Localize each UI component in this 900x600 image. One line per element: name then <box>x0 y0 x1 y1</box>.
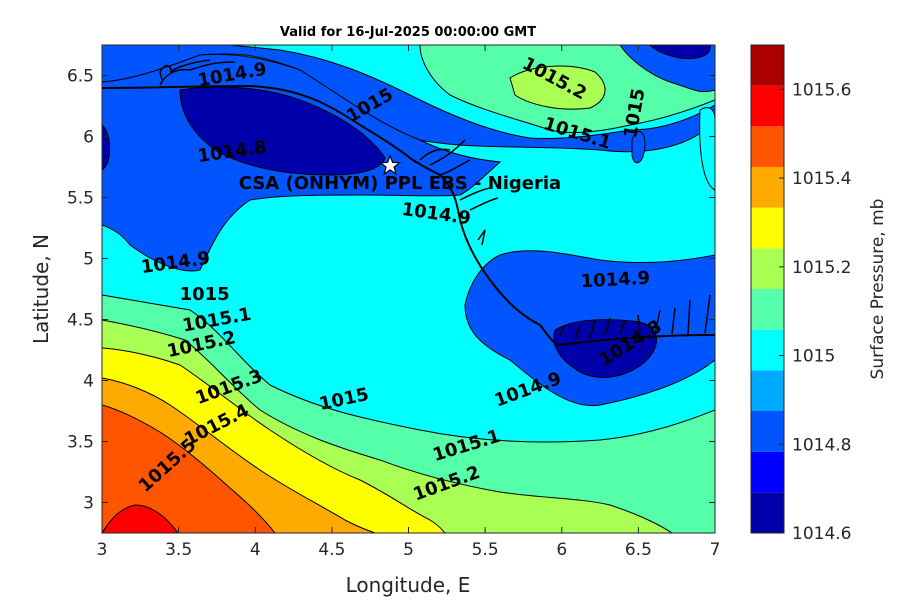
colorbar-segment <box>751 45 784 86</box>
colorbar-segment <box>751 248 784 289</box>
y-axis-label: Latitude, N <box>29 234 53 344</box>
y-tick-label: 6 <box>83 128 94 148</box>
colorbar-segment <box>751 492 784 533</box>
river-network-east <box>559 294 711 341</box>
x-axis-ticks: 3 3.5 4 4.5 5 5.5 6 6.5 7 <box>97 45 721 560</box>
y-tick-label: 5 <box>83 250 94 270</box>
contour-band-1015-6-south <box>102 504 179 533</box>
contour-band-1014-8-west <box>179 86 386 176</box>
colorbar-segment <box>751 167 784 208</box>
x-tick-label: 6 <box>556 540 567 560</box>
site-marker-group: CSA (ONHYM) PPL EBS - Nigeria <box>239 154 561 194</box>
colorbar-tick-label: 1015.6 <box>792 80 851 100</box>
y-tick-label: 3 <box>83 494 94 514</box>
colorbar-frame <box>750 44 785 534</box>
colorbar-segment <box>751 289 784 330</box>
contour-band-1014-8-ne <box>649 45 711 59</box>
colorbar-segment <box>751 451 784 493</box>
chart-title: Valid for 16-Jul-2025 00:00:00 GMT <box>280 25 536 40</box>
y-tick-label: 3.5 <box>67 433 94 453</box>
coastline <box>102 84 715 347</box>
x-tick-label: 5 <box>403 540 414 560</box>
colorbar-segment <box>751 207 784 249</box>
river-network-north <box>159 59 236 86</box>
contour-band-1015-2-north <box>509 65 606 110</box>
colorbar-label: Surface Pressure, mb <box>868 199 888 380</box>
colorbar <box>750 44 785 534</box>
contour-fill-layer <box>102 45 715 533</box>
colorbar-tick-label: 1014.6 <box>792 524 851 544</box>
river-network-delta <box>419 139 499 246</box>
contour-band-1014-9-east <box>631 131 646 164</box>
x-tick-label: 7 <box>710 540 721 560</box>
x-tick-label: 6.5 <box>625 540 652 560</box>
colorbar-tick-label: 1014.8 <box>792 435 851 455</box>
colorbar-tick-label: 1015.2 <box>792 258 851 278</box>
colorbar-segment <box>751 85 784 127</box>
colorbar-segment <box>751 126 784 167</box>
x-axis-label: Longitude, E <box>346 573 471 597</box>
x-tick-label: 3 <box>97 540 108 560</box>
contour-label: 1015 <box>180 284 230 305</box>
site-label: CSA (ONHYM) PPL EBS - Nigeria <box>239 173 561 194</box>
contour-band-1014-8-se <box>553 319 657 378</box>
colorbar-tick-label: 1015 <box>792 347 835 367</box>
y-axis-ticks: 3 3.5 4 4.5 5 5.5 6 6.5 <box>67 67 715 514</box>
y-tick-label: 4.5 <box>67 311 94 331</box>
contour-band-1015-5-south <box>102 404 276 533</box>
colorbar-tick-label: 1015.4 <box>792 169 851 189</box>
y-tick-label: 5.5 <box>67 189 94 209</box>
colorbar-segment <box>751 370 784 411</box>
x-tick-label: 3.5 <box>165 540 192 560</box>
colorbar-segment <box>751 329 784 371</box>
colorbar-ticks: 1014.6 1014.8 1015 1015.2 1015.4 1015.6 <box>779 80 851 544</box>
x-tick-label: 4 <box>250 540 261 560</box>
x-tick-label: 4.5 <box>318 540 345 560</box>
colorbar-segment <box>751 411 784 452</box>
contour-label: 1014.9 <box>580 268 650 293</box>
x-tick-label: 5.5 <box>472 540 499 560</box>
y-tick-label: 6.5 <box>67 67 94 87</box>
site-star-icon <box>378 154 402 176</box>
y-tick-label: 4 <box>83 372 94 392</box>
